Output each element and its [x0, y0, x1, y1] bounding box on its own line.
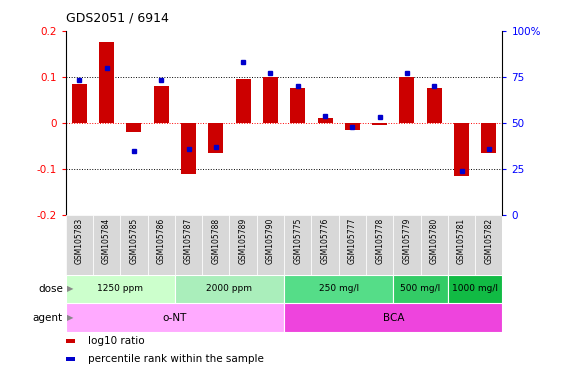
Bar [290, 88, 305, 123]
Text: 500 mg/l: 500 mg/l [400, 285, 441, 293]
Bar [345, 123, 360, 130]
Bar [400, 77, 415, 123]
Text: GSM105785: GSM105785 [130, 218, 138, 264]
Text: agent: agent [33, 313, 63, 323]
Text: GSM105787: GSM105787 [184, 218, 193, 264]
Bar [317, 118, 332, 123]
Bar [448, 215, 475, 275]
Bar [181, 123, 196, 174]
Text: GSM105788: GSM105788 [211, 218, 220, 264]
Text: GSM105789: GSM105789 [239, 218, 248, 264]
Bar [208, 123, 223, 153]
Text: GSM105782: GSM105782 [484, 218, 493, 264]
Bar [66, 215, 93, 275]
Text: GSM105790: GSM105790 [266, 218, 275, 265]
Bar [154, 86, 168, 123]
Bar [284, 275, 393, 303]
Bar [475, 215, 502, 275]
Bar [236, 79, 251, 123]
Bar [66, 339, 75, 343]
Bar [120, 215, 147, 275]
Bar [66, 275, 175, 303]
Text: GSM105784: GSM105784 [102, 218, 111, 264]
Bar [393, 275, 448, 303]
Bar [230, 215, 257, 275]
Bar [202, 215, 230, 275]
Bar [175, 275, 284, 303]
Bar [284, 303, 502, 332]
Bar [147, 215, 175, 275]
Bar [257, 215, 284, 275]
Bar [311, 215, 339, 275]
Text: GSM105775: GSM105775 [293, 218, 302, 265]
Text: GSM105783: GSM105783 [75, 218, 84, 264]
Text: GSM105779: GSM105779 [403, 218, 412, 265]
Text: dose: dose [38, 284, 63, 294]
Bar [427, 88, 442, 123]
Bar [372, 123, 387, 125]
Text: log10 ratio: log10 ratio [89, 336, 145, 346]
Bar [66, 358, 75, 361]
Text: GSM105777: GSM105777 [348, 218, 357, 265]
Bar [72, 84, 87, 123]
Bar [263, 77, 278, 123]
Text: ▶: ▶ [67, 313, 73, 322]
Text: 1250 ppm: 1250 ppm [97, 285, 143, 293]
Bar [99, 42, 114, 123]
Text: 250 mg/l: 250 mg/l [319, 285, 359, 293]
Text: 1000 mg/l: 1000 mg/l [452, 285, 498, 293]
Text: GDS2051 / 6914: GDS2051 / 6914 [66, 12, 168, 25]
Bar [421, 215, 448, 275]
Text: GSM105778: GSM105778 [375, 218, 384, 264]
Bar [126, 123, 142, 132]
Bar [448, 275, 502, 303]
Bar [393, 215, 421, 275]
Text: GSM105786: GSM105786 [156, 218, 166, 264]
Bar [93, 215, 120, 275]
Text: GSM105780: GSM105780 [430, 218, 439, 264]
Text: 2000 ppm: 2000 ppm [207, 285, 252, 293]
Text: GSM105781: GSM105781 [457, 218, 466, 264]
Bar [175, 215, 202, 275]
Bar [454, 123, 469, 176]
Bar [66, 303, 284, 332]
Bar [284, 215, 311, 275]
Text: ▶: ▶ [67, 285, 73, 293]
Text: percentile rank within the sample: percentile rank within the sample [89, 354, 264, 364]
Bar [366, 215, 393, 275]
Text: GSM105776: GSM105776 [320, 218, 329, 265]
Bar [339, 215, 366, 275]
Bar [481, 123, 496, 153]
Text: o-NT: o-NT [163, 313, 187, 323]
Text: BCA: BCA [383, 313, 404, 323]
